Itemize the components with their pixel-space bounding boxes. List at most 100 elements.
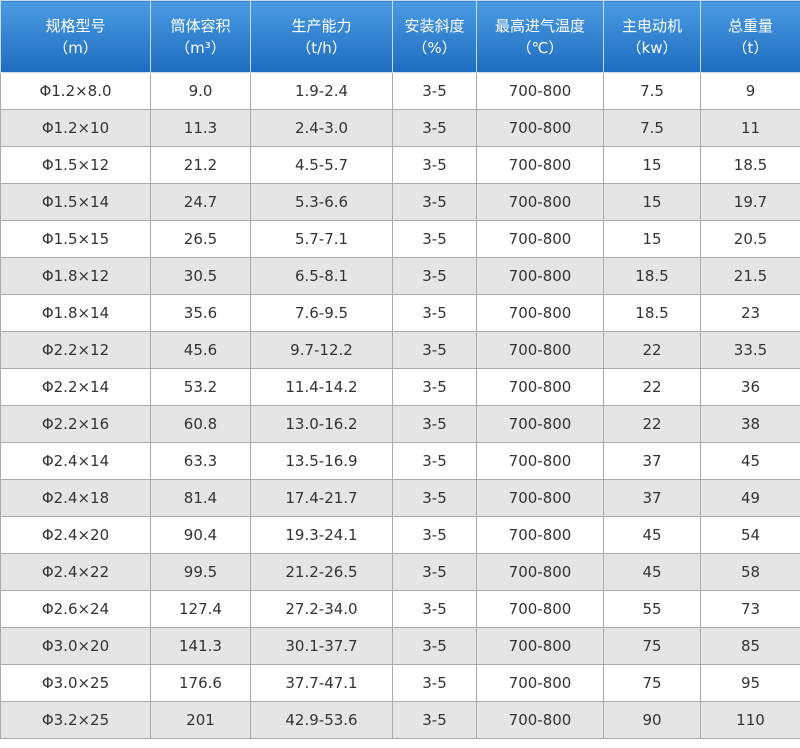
table-cell: Φ1.5×15 xyxy=(0,220,151,258)
table-row: Φ2.2×16 60.8 13.0-16.2 3-5 700-800 22 38 xyxy=(0,405,800,443)
table-row: Φ2.4×18 81.4 17.4-21.7 3-5 700-800 37 49 xyxy=(0,479,800,517)
table-cell: 3-5 xyxy=(392,590,477,628)
table-row: Φ1.5×14 24.7 5.3-6.6 3-5 700-800 15 19.7 xyxy=(0,183,800,221)
table-cell: 3-5 xyxy=(392,72,477,110)
header-cell: 最高进气温度 （℃） xyxy=(476,0,604,73)
table-cell: 45.6 xyxy=(150,331,251,369)
table-row: Φ2.4×20 90.4 19.3-24.1 3-5 700-800 45 54 xyxy=(0,516,800,554)
table-cell: 9.7-12.2 xyxy=(250,331,393,369)
header-unit: （℃） xyxy=(516,38,564,57)
table-cell: 60.8 xyxy=(150,405,251,443)
table-cell: 21.2 xyxy=(150,146,251,184)
table-cell: 6.5-8.1 xyxy=(250,257,393,295)
header-title: 总重量 xyxy=(727,16,773,35)
table-cell: 700-800 xyxy=(476,701,604,739)
table-cell: 85 xyxy=(700,627,800,665)
table-row: Φ1.2×10 11.3 2.4-3.0 3-5 700-800 7.5 11 xyxy=(0,109,800,147)
table-cell: 110 xyxy=(700,701,800,739)
header-cell: 主电动机 （kw） xyxy=(603,0,701,73)
table-cell: 11.3 xyxy=(150,109,251,147)
table-row: Φ1.5×15 26.5 5.7-7.1 3-5 700-800 15 20.5 xyxy=(0,220,800,258)
table-cell: 37 xyxy=(603,442,701,480)
table-cell: 700-800 xyxy=(476,590,604,628)
table-cell: Φ1.8×12 xyxy=(0,257,151,295)
table-cell: 201 xyxy=(150,701,251,739)
header-cell: 筒体容积 （m³） xyxy=(150,0,251,73)
table-cell: 3-5 xyxy=(392,220,477,258)
table-cell: 3-5 xyxy=(392,442,477,480)
table-cell: Φ2.2×14 xyxy=(0,368,151,406)
table-cell: 18.5 xyxy=(700,146,800,184)
header-title: 筒体容积 xyxy=(170,16,231,35)
table-cell: 176.6 xyxy=(150,664,251,702)
table-cell: 26.5 xyxy=(150,220,251,258)
table-cell: 18.5 xyxy=(603,294,701,332)
table-cell: Φ1.2×10 xyxy=(0,109,151,147)
table-cell: 45 xyxy=(700,442,800,480)
table-row: Φ3.0×20 141.3 30.1-37.7 3-5 700-800 75 85 xyxy=(0,627,800,665)
table-cell: 15 xyxy=(603,146,701,184)
table-row: Φ1.8×12 30.5 6.5-8.1 3-5 700-800 18.5 21.5 xyxy=(0,257,800,295)
table-cell: 700-800 xyxy=(476,146,604,184)
table-cell: 11 xyxy=(700,109,800,147)
table-cell: 49 xyxy=(700,479,800,517)
table-cell: 3-5 xyxy=(392,257,477,295)
table-cell: Φ2.2×12 xyxy=(0,331,151,369)
table-cell: Φ3.0×20 xyxy=(0,627,151,665)
table-cell: 30.5 xyxy=(150,257,251,295)
table-cell: Φ2.6×24 xyxy=(0,590,151,628)
table-cell: 75 xyxy=(603,627,701,665)
table-cell: 5.7-7.1 xyxy=(250,220,393,258)
table-cell: Φ1.5×12 xyxy=(0,146,151,184)
table-cell: 3-5 xyxy=(392,146,477,184)
table-cell: 5.3-6.6 xyxy=(250,183,393,221)
table-cell: 3-5 xyxy=(392,701,477,739)
table-cell: 18.5 xyxy=(603,257,701,295)
table-cell: Φ2.4×20 xyxy=(0,516,151,554)
table-cell: 11.4-14.2 xyxy=(250,368,393,406)
table-cell: 37.7-47.1 xyxy=(250,664,393,702)
table-cell: 81.4 xyxy=(150,479,251,517)
header-title: 主电动机 xyxy=(621,16,682,35)
table-cell: 141.3 xyxy=(150,627,251,665)
table-cell: 24.7 xyxy=(150,183,251,221)
table-cell: 700-800 xyxy=(476,183,604,221)
table-cell: 63.3 xyxy=(150,442,251,480)
table-cell: 90.4 xyxy=(150,516,251,554)
table-cell: Φ3.0×25 xyxy=(0,664,151,702)
table-cell: 35.6 xyxy=(150,294,251,332)
table-cell: 700-800 xyxy=(476,72,604,110)
table-cell: 700-800 xyxy=(476,368,604,406)
table-cell: 22 xyxy=(603,331,701,369)
header-title: 规格型号 xyxy=(45,16,106,35)
header-unit: （m³） xyxy=(175,38,226,57)
table-row: Φ2.6×24 127.4 27.2-34.0 3-5 700-800 55 73 xyxy=(0,590,800,628)
table-cell: 3-5 xyxy=(392,368,477,406)
table-row: Φ1.2×8.0 9.0 1.9-2.4 3-5 700-800 7.5 9 xyxy=(0,72,800,110)
table-cell: Φ1.2×8.0 xyxy=(0,72,151,110)
table-cell: Φ2.4×14 xyxy=(0,442,151,480)
table-cell: 15 xyxy=(603,220,701,258)
table-cell: 90 xyxy=(603,701,701,739)
header-unit: （m） xyxy=(53,38,98,57)
table-cell: 7.5 xyxy=(603,109,701,147)
table-cell: 38 xyxy=(700,405,800,443)
table-cell: 1.9-2.4 xyxy=(250,72,393,110)
table-cell: 45 xyxy=(603,553,701,591)
table-cell: 700-800 xyxy=(476,664,604,702)
table-cell: 700-800 xyxy=(476,257,604,295)
header-cell: 安装斜度 （%） xyxy=(392,0,477,73)
table-cell: 700-800 xyxy=(476,479,604,517)
table-cell: 3-5 xyxy=(392,479,477,517)
table-cell: 22 xyxy=(603,405,701,443)
header-title: 最高进气温度 xyxy=(494,16,585,35)
table-cell: 23 xyxy=(700,294,800,332)
table-cell: 53.2 xyxy=(150,368,251,406)
header-unit: （%） xyxy=(412,38,457,57)
table-cell: 21.2-26.5 xyxy=(250,553,393,591)
table-cell: 3-5 xyxy=(392,553,477,591)
table-cell: 9.0 xyxy=(150,72,251,110)
table-row: Φ2.4×22 99.5 21.2-26.5 3-5 700-800 45 58 xyxy=(0,553,800,591)
table-cell: 3-5 xyxy=(392,516,477,554)
